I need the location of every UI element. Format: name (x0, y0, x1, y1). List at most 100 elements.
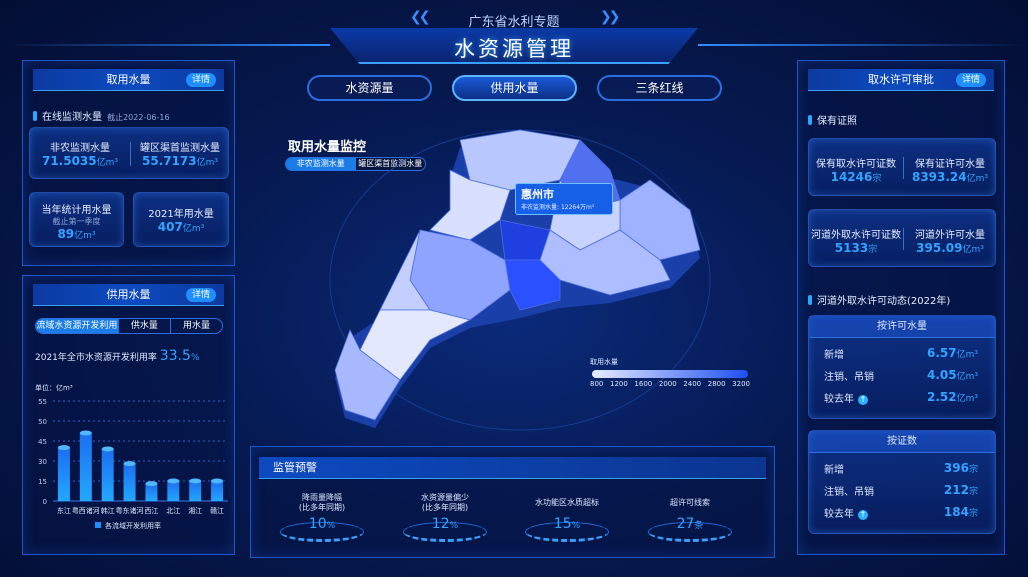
stat-row: 新增 396宗 (824, 461, 978, 476)
item-label: 非农监测水量 (50, 143, 110, 154)
guangdong-map (329, 129, 711, 431)
warning-value: 27 (676, 516, 695, 532)
tab-basin-development[interactable]: 流域水资源开发利用 (36, 319, 118, 333)
y-tick-label: 50 (38, 418, 47, 426)
annual-note: 截止第一季度 (52, 217, 101, 226)
bar-cap (57, 445, 70, 451)
permit-panel: 取水许可审批 详情 保有证照 保有取水许可证数 14246宗 保有证许可水量 8393… (797, 60, 1005, 555)
y-tick-label: 45 (38, 438, 47, 446)
stat-row: 新增 6.57亿m³ (824, 346, 978, 361)
warning-value: 12 (431, 516, 450, 532)
toggle-irrigation[interactable]: 罐区渠首监测水量 (355, 158, 425, 170)
item-label: 罐区渠首监测水量 (140, 143, 220, 154)
region-zhanjiang[interactable] (334, 329, 401, 421)
tooltip-unit: 万m³ (580, 204, 595, 211)
y-tick-label: 0 (43, 498, 47, 506)
divider (903, 228, 904, 250)
y-tick-label: 30 (38, 458, 47, 466)
tab-three-red-lines[interactable]: 三条红线 (597, 75, 722, 101)
bar (145, 483, 158, 501)
card-value: 395.09 (916, 241, 963, 255)
bar (57, 447, 70, 501)
supply-usage-panel: 供用水量 详情 流域水资源开发利用 供水量 用水量 2021年全市水资源开发利用率… (22, 275, 235, 555)
bar-cap (189, 478, 202, 484)
x-tick-label: 东江 (57, 506, 71, 515)
annual-usage-card: 当年统计用水量 截止第一季度 89亿m³ (29, 192, 124, 247)
tab-water-resources[interactable]: 水资源量 (307, 75, 432, 101)
row-value: 6.57 (927, 346, 957, 360)
x-tick-label: 粤东诸河 (116, 506, 144, 515)
region-zhaoqing[interactable] (379, 229, 431, 311)
row-unit: 亿m³ (956, 350, 978, 360)
development-rate: 2021年全市水资源开发利用率 33.5% (35, 348, 225, 364)
ring-decoration (403, 522, 487, 542)
warning-item: 超许可线索 27条 (630, 492, 750, 542)
warning-value: 15 (553, 516, 572, 532)
tab-usage[interactable]: 用水量 (169, 319, 222, 333)
permit-card-2: 河道外取水许可证数 5133宗 河道外许可水量 395.09亿m³ (808, 209, 996, 267)
tooltip-city: 惠州市 (521, 188, 554, 201)
panel-title: 取水许可审批 (868, 73, 934, 86)
warning-label: 降雨量降幅 (302, 493, 342, 502)
warning-unit: % (571, 521, 581, 531)
x-tick-label: 湘江 (188, 506, 202, 515)
card-value: 8393.24 (911, 170, 967, 184)
row-value: 184 (943, 505, 969, 519)
row-label: 注销、吊销 (824, 487, 874, 498)
card-value: 5133 (834, 241, 869, 255)
permit-card-1: 保有取水许可证数 14246宗 保有证许可水量 8393.24亿m³ (808, 138, 996, 196)
divider (130, 142, 131, 166)
stat-row: 注销、吊销 212宗 (824, 483, 978, 498)
row-label: 新增 (824, 350, 844, 361)
detail-button[interactable]: 详情 (955, 73, 986, 87)
tab-supply[interactable]: 供水量 (117, 319, 170, 333)
legend-tick: 800 (590, 380, 604, 388)
warning-unit: % (449, 521, 459, 531)
legend-gradient (592, 370, 748, 378)
row-unit: 宗 (968, 487, 978, 497)
warning-label: 超许可线索 (670, 498, 710, 507)
monitoring-card: 非农监测水量 71.5035亿m³ 罐区渠首监测水量 55.7173亿m³ (29, 127, 229, 179)
rate-unit: % (190, 353, 200, 363)
card-label: 河道外取水许可证数 (811, 230, 901, 241)
arrow-up-icon: ↑ (858, 395, 868, 405)
detail-button[interactable]: 详情 (185, 288, 216, 302)
stat-row: 较去年 ↑ 184宗 (824, 505, 978, 520)
detail-button[interactable]: 详情 (185, 73, 216, 87)
page-title: 水资源管理 (454, 37, 574, 61)
warning-item: 降雨量降幅 (比多年同期) 10% (262, 492, 382, 542)
y-tick-label: 15 (38, 478, 47, 486)
map-title: 取用水量监控 (288, 140, 367, 155)
basin-bar-chart: 单位：亿m³ 0 15 30 45 50 55 东江 粤西诸河 韩江 粤东诸河 西江 北江 湘江 赣江各流域… (35, 383, 228, 530)
row-label: 较去年 (824, 509, 854, 520)
warning-item: 水功能区水质超标 15% (507, 492, 627, 542)
header-subtitle: 广东省水利专题 (468, 15, 560, 30)
row-label: 新增 (824, 465, 844, 476)
by-volume-card: 按许可水量 (808, 315, 996, 419)
panel-title: 取用水量 (106, 73, 151, 86)
chevron-right-icon: ❯❯ (600, 9, 621, 25)
bar (167, 481, 180, 501)
bar-cap (123, 461, 136, 467)
card-title: 按许可水量 (809, 316, 995, 338)
warning-title: 监管预警 (259, 457, 766, 479)
y-tick-label: 55 (38, 398, 47, 406)
x-tick-label: 北江 (166, 507, 180, 515)
region-qingyuan[interactable] (429, 169, 511, 241)
legend-tick: 3200 (732, 380, 750, 388)
x-tick-label: 韩江 (101, 506, 115, 515)
legend-ticks: 800 1200 1600 2000 2400 2800 3200 (590, 380, 750, 388)
divider (903, 157, 904, 179)
legend-tick: 2800 (707, 380, 726, 388)
section-title: 河道外取水许可动态(2022年) (808, 292, 950, 307)
legend-title: 取用水量 (590, 358, 618, 366)
row-value: 212 (943, 483, 969, 497)
toggle-nonagri[interactable]: 非农监测水量 (286, 158, 356, 170)
panel-header: 供用水量 详情 (33, 284, 224, 306)
card-title: 按证数 (809, 431, 995, 453)
tab-water-supply-use[interactable]: 供用水量 (452, 75, 577, 101)
header: ❮❮ ❯❯ 广东省水利专题 水资源管理 (0, 0, 1028, 64)
panel-title: 供用水量 (106, 288, 151, 301)
x-tick-label: 粤西诸河 (72, 506, 100, 515)
ring-decoration (648, 522, 732, 542)
